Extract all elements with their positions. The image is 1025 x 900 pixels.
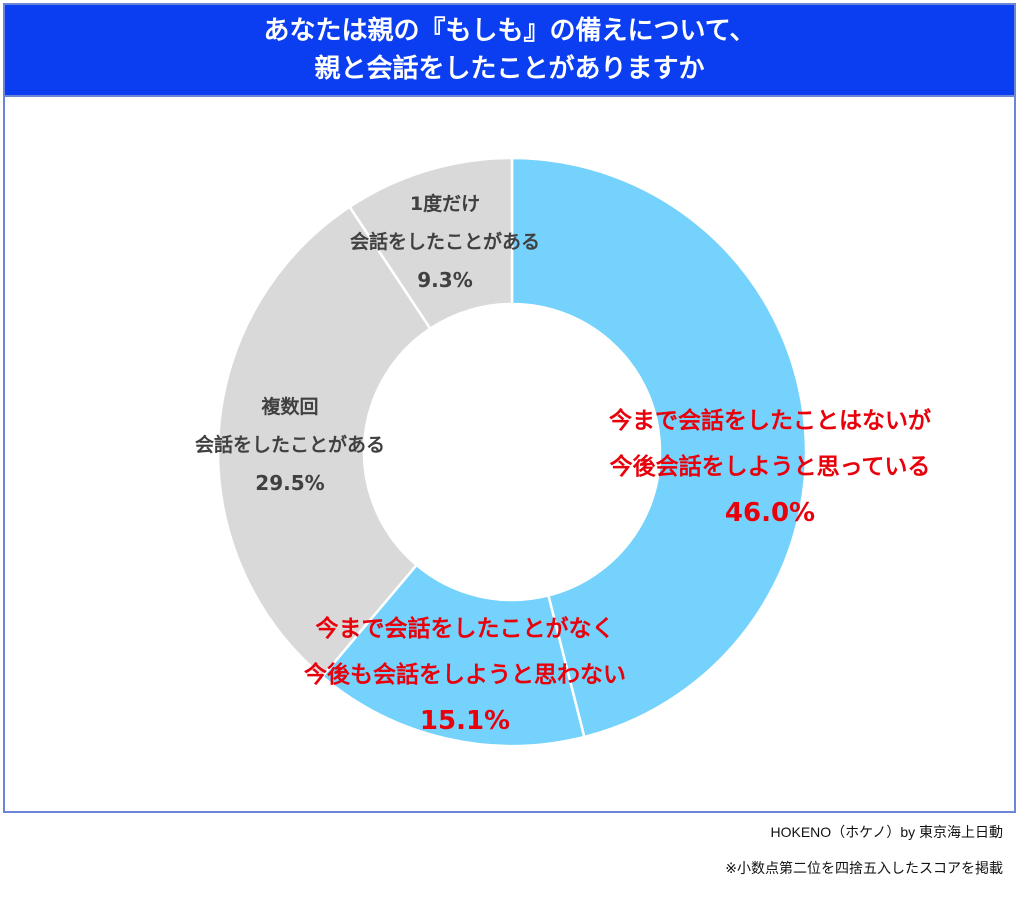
segment-multiple <box>216 205 433 679</box>
label-plan-to-pct: 46.0% <box>724 498 816 528</box>
label-once: 1度だけ 会話をしたことがある 9.3% <box>330 185 560 299</box>
label-multiple-line2: 会話をしたことがある <box>194 434 385 456</box>
label-no-plan-line1: 今まで会話をしたことがなく <box>315 616 615 642</box>
source-credit: HOKENO（ホケノ）by 東京海上日動 <box>770 824 1003 840</box>
segment-no-plan <box>320 563 586 748</box>
label-plan-to-line1: 今まで会話をしたことはないが <box>609 408 931 434</box>
label-once-line2: 会話をしたことがある <box>349 231 540 253</box>
label-plan-to-line2: 今後会話をしようと思っている <box>609 454 931 480</box>
label-multiple-line1: 複数回 <box>261 396 319 418</box>
title-bar: あなたは親の『もしも』の備えについて、 親と会話をしたことがありますか <box>3 3 1016 97</box>
chart-title-line1: あなたは親の『もしも』の備えについて、 <box>263 16 756 46</box>
donut-segments <box>216 156 808 748</box>
label-no-plan: 今まで会話をしたことがなく 今後も会話をしようと思わない 15.1% <box>265 606 665 744</box>
label-no-plan-line2: 今後も会話をしようと思わない <box>304 662 626 688</box>
rounding-note: ※小数点第二位を四捨五入したスコアを掲載 <box>725 860 1003 876</box>
label-multiple: 複数回 会話をしたことがある 29.5% <box>175 388 405 502</box>
label-once-line1: 1度だけ <box>409 193 481 215</box>
segment-once <box>347 156 514 331</box>
label-no-plan-pct: 15.1% <box>419 706 511 736</box>
label-once-pct: 9.3% <box>417 268 473 292</box>
label-plan-to: 今まで会話をしたことはないが 今後会話をしようと思っている 46.0% <box>570 398 970 536</box>
chart-title-line2: 親と会話をしたことがありますか <box>314 54 705 84</box>
label-multiple-pct: 29.5% <box>255 471 325 495</box>
segment-plan-to <box>510 156 808 739</box>
